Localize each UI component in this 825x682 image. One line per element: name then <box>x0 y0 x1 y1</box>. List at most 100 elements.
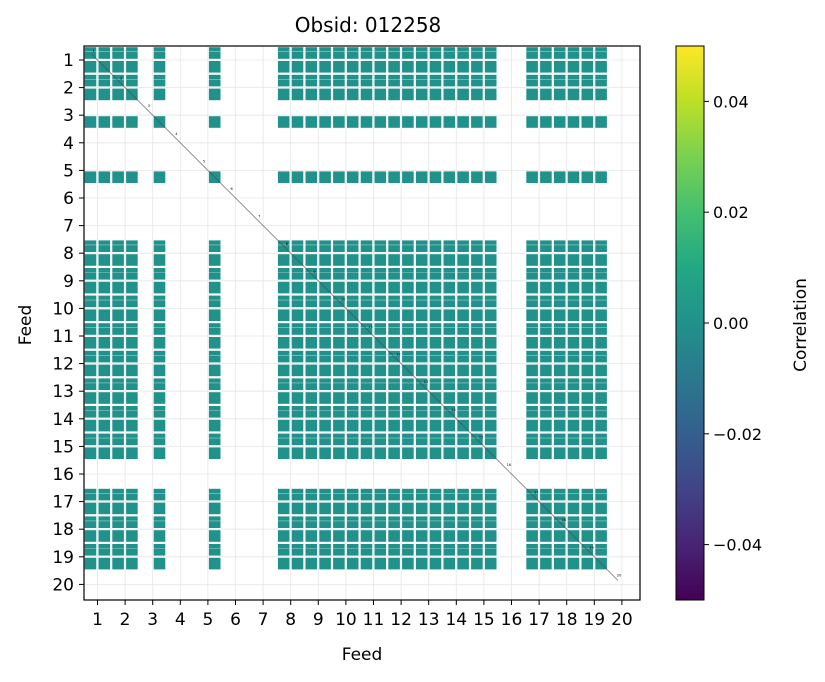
heatmap-subcell <box>443 323 456 335</box>
heatmap-subcell <box>374 433 387 446</box>
heatmap-subcell <box>567 378 580 390</box>
colorbar-tick-label: 0.04 <box>713 92 749 111</box>
heatmap-cell <box>277 488 304 515</box>
heatmap-subcell <box>484 544 497 556</box>
heatmap-subcell <box>540 516 552 528</box>
heatmap-cell <box>139 378 166 404</box>
heatmap-cell <box>195 323 221 349</box>
heatmap-subcell <box>333 116 345 128</box>
heatmap-subcell <box>402 88 414 101</box>
heatmap-subcell <box>526 544 538 556</box>
heatmap-subcell <box>484 364 497 377</box>
heatmap-subcell <box>360 74 373 87</box>
heatmap-subcell <box>126 378 138 390</box>
heatmap-subcell <box>208 557 221 570</box>
heatmap-subcell <box>346 268 359 280</box>
heatmap-subcell <box>360 378 373 390</box>
heatmap-subcell <box>98 406 111 418</box>
heatmap-subcell <box>153 392 166 404</box>
heatmap-subcell <box>84 433 97 446</box>
heatmap-cell <box>581 171 607 183</box>
heatmap-subcell <box>415 88 428 101</box>
heatmap-cell <box>553 378 580 404</box>
heatmap-cell <box>84 516 111 542</box>
diagonal-label: 15 <box>479 435 483 439</box>
heatmap-subcell <box>319 309 331 321</box>
heatmap-subcell <box>429 530 442 542</box>
heatmap-subcell <box>443 392 456 404</box>
heatmap-subcell <box>291 557 304 570</box>
heatmap-subcell <box>581 281 594 294</box>
heatmap-subcell <box>208 544 221 556</box>
heatmap-subcell <box>484 337 497 349</box>
heatmap-subcell <box>360 171 373 183</box>
heatmap-cell <box>360 488 387 515</box>
heatmap-subcell <box>333 392 345 404</box>
heatmap-cell <box>153 171 166 183</box>
heatmap-cell <box>333 433 359 459</box>
heatmap-subcell <box>540 61 552 73</box>
heatmap-subcell <box>112 419 124 432</box>
heatmap-subcell <box>277 447 290 459</box>
heatmap-cell <box>388 116 414 128</box>
heatmap-cell <box>139 240 166 266</box>
heatmap-subcell <box>443 530 456 542</box>
heatmap-subcell <box>374 88 387 101</box>
heatmap-subcell <box>84 61 97 73</box>
heatmap-subcell <box>581 350 594 363</box>
heatmap-subcell <box>388 544 400 556</box>
heatmap-subcell <box>291 544 304 556</box>
heatmap-subcell <box>153 364 166 377</box>
heatmap-cell <box>84 323 111 349</box>
diagonal-label: 16 <box>507 463 511 467</box>
heatmap-subcell <box>581 392 594 404</box>
heatmap-cell <box>526 74 552 101</box>
heatmap-subcell <box>291 392 304 404</box>
heatmap-subcell <box>540 281 552 294</box>
heatmap-subcell <box>402 544 414 556</box>
heatmap-subcell <box>429 406 442 418</box>
heatmap-cell <box>388 268 414 294</box>
heatmap-subcell <box>388 516 400 528</box>
heatmap-subcell <box>526 116 538 128</box>
heatmap-subcell <box>126 544 138 556</box>
diagonal-label: 2 <box>120 77 122 81</box>
heatmap-subcell <box>112 88 124 101</box>
y-tick-label: 12 <box>52 355 74 375</box>
heatmap-cell <box>553 433 580 459</box>
heatmap-subcell <box>112 323 124 335</box>
heatmap-cell <box>360 171 387 183</box>
heatmap-cell <box>333 516 359 542</box>
heatmap-cell <box>84 268 111 294</box>
heatmap-subcell <box>553 309 566 321</box>
heatmap-subcell <box>415 488 428 501</box>
heatmap-subcell <box>484 350 497 363</box>
heatmap-subcell <box>526 392 538 404</box>
heatmap-subcell <box>305 502 318 515</box>
heatmap-subcell <box>291 323 304 335</box>
heatmap-cell <box>305 433 331 459</box>
heatmap-subcell <box>333 557 345 570</box>
heatmap-subcell <box>415 254 428 266</box>
heatmap-subcell <box>484 295 497 308</box>
heatmap-subcell <box>98 337 111 349</box>
heatmap-subcell <box>319 240 331 252</box>
heatmap-subcell <box>471 502 483 515</box>
heatmap-subcell <box>333 254 345 266</box>
heatmap-subcell <box>471 323 483 335</box>
heatmap-subcell <box>112 392 124 404</box>
heatmap-cell <box>526 116 552 128</box>
heatmap-subcell <box>484 323 497 335</box>
x-tick-label: 3 <box>147 610 158 630</box>
heatmap-subcell <box>126 530 138 542</box>
heatmap-subcell <box>415 295 428 308</box>
heatmap-subcell <box>457 530 469 542</box>
heatmap-subcell <box>484 47 497 59</box>
heatmap-subcell <box>457 240 469 252</box>
heatmap-subcell <box>374 47 387 59</box>
heatmap-subcell <box>388 309 400 321</box>
heatmap-subcell <box>540 378 552 390</box>
heatmap-subcell <box>277 88 290 101</box>
heatmap-subcell <box>84 295 97 308</box>
